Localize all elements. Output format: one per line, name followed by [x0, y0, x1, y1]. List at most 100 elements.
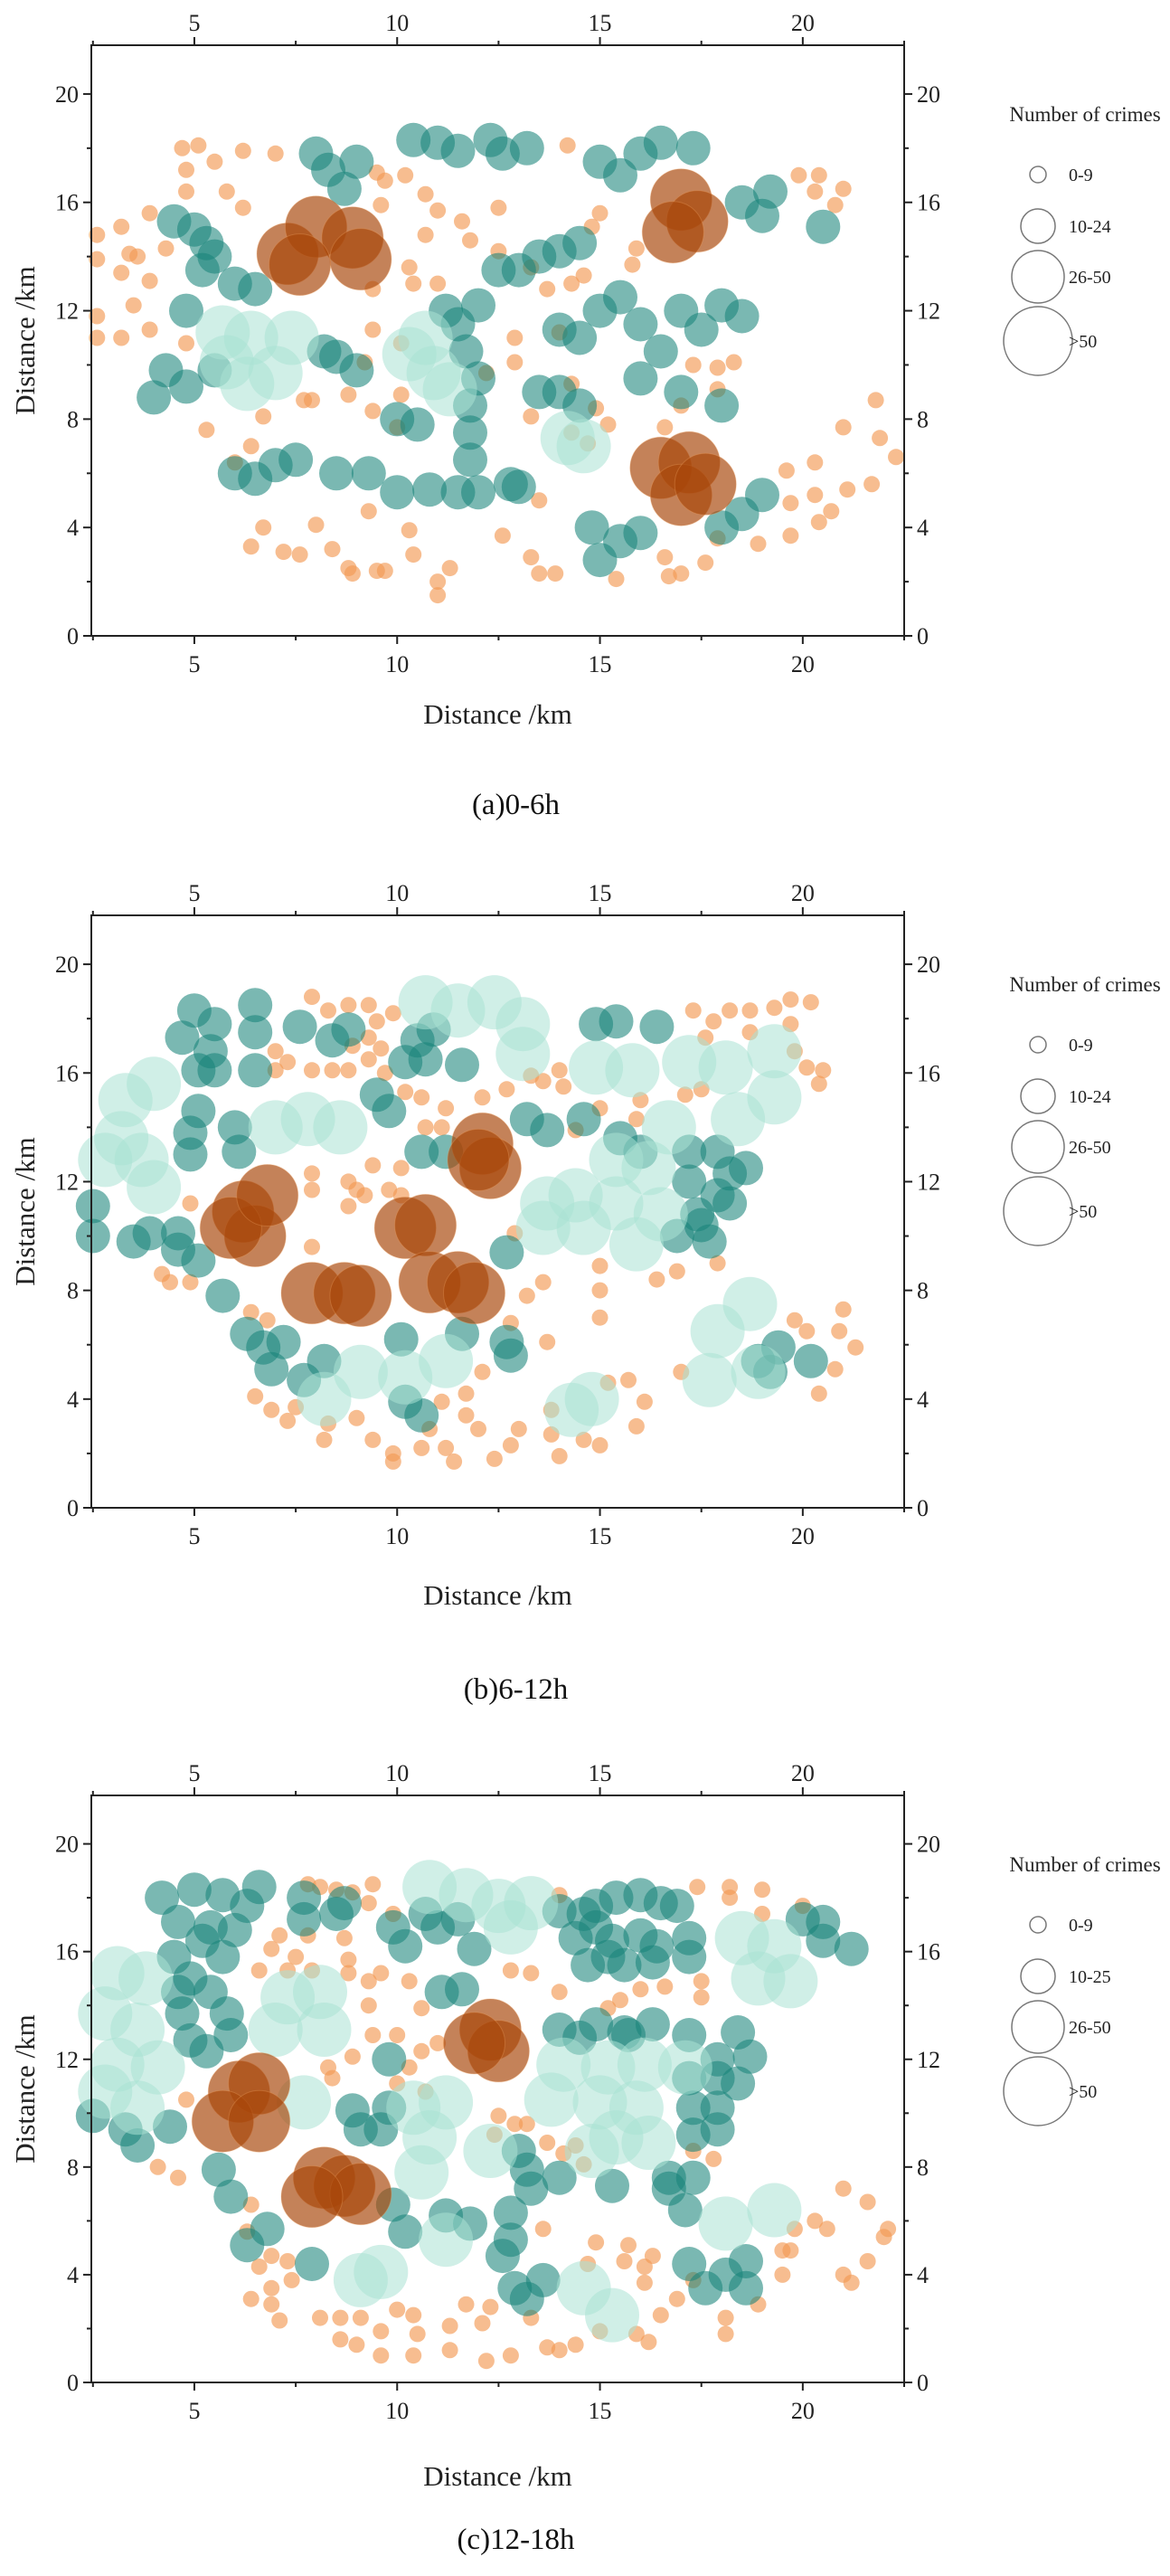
point-0-9: [494, 527, 511, 545]
point-0-9: [627, 1111, 645, 1128]
point-0-9: [826, 1360, 844, 1378]
legend-entry-label: 0-9: [1069, 166, 1093, 185]
point-0-9: [279, 1412, 297, 1429]
point-26-50: [419, 2212, 474, 2268]
point-0-9: [368, 164, 385, 181]
point-10-25: [672, 2247, 707, 2281]
point-26-50: [641, 1100, 696, 1155]
point-0-9: [441, 2317, 458, 2334]
legend: Number of crimes 0-9 10-24 26-50 >50: [1003, 973, 1161, 1246]
point-0-9: [141, 272, 158, 289]
point-0-9: [340, 1965, 357, 1982]
point-26-50: [264, 310, 319, 365]
point-26-50: [277, 2075, 332, 2130]
point-10-24: [181, 1243, 216, 1278]
point-10-24: [582, 543, 618, 578]
point-10-24: [238, 1053, 273, 1088]
point-26-50: [118, 1951, 174, 2006]
y-tick-label: 20: [55, 81, 79, 108]
point-10-24: [493, 1338, 528, 1373]
point-0-9: [113, 218, 130, 235]
point-0-9: [316, 1431, 333, 1448]
point->50: [443, 1262, 505, 1325]
y-tick-label-right: 16: [917, 1060, 940, 1086]
point->50: [269, 233, 332, 297]
y-tick-label: 16: [55, 190, 79, 216]
point-0-9: [304, 1062, 320, 1079]
point-0-9: [267, 145, 284, 162]
y-tick-label-right: 8: [917, 1278, 929, 1304]
point-0-9: [636, 1393, 653, 1410]
point-0-9: [705, 2150, 722, 2167]
x-tick-label: 10: [385, 2398, 409, 2424]
point-0-9: [360, 1997, 377, 2014]
point-26-50: [524, 2072, 579, 2127]
point-0-9: [413, 1089, 430, 1106]
x-tick-label: 15: [589, 1523, 612, 1549]
point-10-25: [205, 1939, 241, 1975]
point-0-9: [409, 2325, 426, 2343]
point-10-25: [319, 1897, 354, 1931]
point-0-9: [717, 2325, 734, 2343]
point-10-25: [579, 2007, 614, 2042]
y-tick-label-right: 20: [917, 952, 940, 978]
point-10-25: [721, 2066, 756, 2101]
legend-entry-label: 26-50: [1069, 1138, 1111, 1158]
point-26-50: [398, 310, 453, 365]
point-10-25: [189, 2033, 224, 2069]
point-0-9: [555, 1078, 572, 1095]
point-0-9: [510, 1420, 527, 1437]
point-0-9: [340, 1198, 357, 1215]
point-0-9: [652, 2306, 669, 2324]
point-10-24: [383, 1321, 419, 1357]
point-0-9: [381, 1181, 398, 1198]
point-0-9: [826, 196, 844, 213]
point-10-24: [197, 1053, 232, 1088]
point-10-25: [457, 1931, 492, 1966]
point-0-9: [693, 1989, 710, 2006]
point-10-25: [514, 2171, 549, 2206]
point-0-9: [807, 454, 824, 471]
point-0-9: [182, 1195, 199, 1212]
point-0-9: [616, 2253, 633, 2269]
point-10-24: [574, 510, 609, 545]
point-10-24: [197, 1007, 232, 1042]
point-0-9: [656, 549, 674, 566]
point-26-50: [556, 419, 611, 474]
legend-size-marker: [1011, 250, 1065, 304]
point-0-9: [676, 1086, 694, 1103]
point-0-9: [320, 1002, 336, 1019]
point-0-9: [807, 487, 824, 504]
point-0-9: [559, 137, 576, 154]
point-10-24: [205, 1278, 241, 1313]
point-0-9: [376, 1065, 393, 1082]
point-10-24: [173, 1137, 208, 1172]
point-0-9: [368, 1013, 385, 1030]
point-0-9: [591, 1282, 609, 1299]
point-0-9: [502, 2347, 519, 2364]
point-0-9: [247, 1387, 264, 1405]
point-0-9: [340, 1951, 357, 1968]
point-0-9: [689, 1879, 706, 1896]
point-0-9: [798, 1322, 816, 1340]
point-26-50: [394, 2145, 449, 2200]
point-10-25: [729, 2270, 763, 2306]
point-10-24: [724, 298, 760, 334]
point-0-9: [474, 1089, 491, 1106]
point-26-50: [556, 1200, 611, 1255]
point-10-24: [448, 334, 484, 369]
point-26-50: [297, 2003, 352, 2057]
point-0-9: [591, 1257, 609, 1274]
point-0-9: [360, 997, 377, 1014]
point-0-9: [360, 1895, 377, 1912]
point-0-9: [141, 321, 158, 338]
point-0-9: [373, 1965, 390, 1982]
point-10-24: [603, 279, 637, 315]
point-26-50: [621, 1141, 676, 1196]
point-0-9: [178, 161, 194, 178]
point-10-25: [729, 2244, 763, 2278]
point-0-9: [438, 1100, 455, 1117]
legend-size-marker: [1020, 1958, 1056, 1994]
point-0-9: [429, 202, 447, 219]
point-0-9: [722, 1889, 739, 1907]
